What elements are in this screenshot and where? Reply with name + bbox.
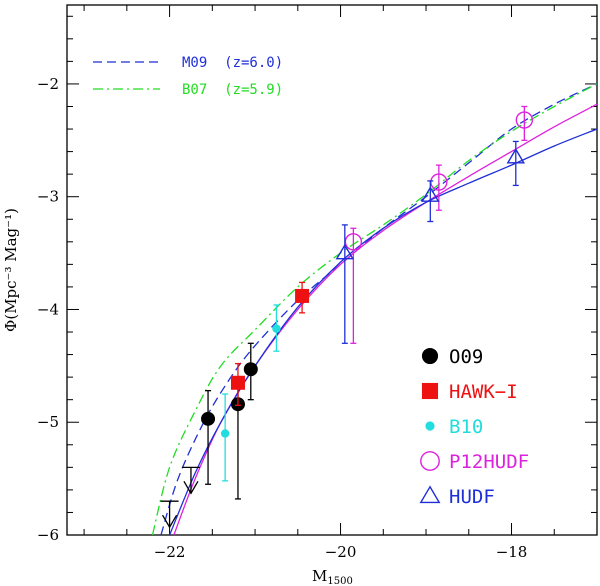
point-p12hudf (515, 111, 534, 129)
y-tick-label: −2 (37, 75, 59, 93)
axis-ticks: −22 −20 −18 −6 −5 −4 −3 −2 (37, 5, 598, 561)
curve-m09 (160, 83, 598, 536)
legend-marker-label: P12HUDF (449, 451, 529, 473)
legend-marker (421, 347, 439, 365)
point-hudf (335, 243, 355, 260)
plot-frame (66, 4, 598, 536)
point-hudf (506, 147, 526, 164)
legend-marker (420, 451, 440, 471)
model-curves (151, 83, 598, 536)
x-axis-label-sub: 1500 (327, 576, 352, 586)
point-hawk-i (295, 288, 310, 303)
legend-marker-label: HUDF (449, 486, 495, 508)
curve-hudf-fit (169, 128, 598, 536)
point-hudf (421, 186, 440, 202)
data-points (160, 105, 534, 529)
x-axis-label: M1500 (312, 567, 353, 586)
point-o09 (201, 411, 216, 426)
x-axis-label-main: M (312, 567, 327, 585)
point-hawk-i (230, 375, 245, 390)
legend-marker-label: O09 (449, 346, 483, 368)
point-b10 (220, 429, 230, 438)
upper-limit-arrowhead (162, 514, 178, 529)
legend-marker-label: B10 (449, 416, 483, 438)
y-tick-label: −6 (37, 526, 59, 544)
legend-marker (425, 421, 435, 431)
legend-marker-label: HAWK−I (449, 381, 518, 403)
legend-marker (419, 485, 441, 504)
legend: M09 (z=6.0) B07 (z=5.9) O09 HAWK−I B10 P12HUD… (93, 55, 529, 508)
y-axis-label: Φ(Mpc⁻³ Mag⁻¹) (2, 208, 20, 332)
legend-marker (421, 382, 439, 400)
x-tick-label: −18 (496, 543, 528, 561)
point-b10 (272, 324, 281, 333)
curve-b07 (151, 83, 598, 536)
y-tick-label: −5 (37, 413, 59, 431)
x-tick-label: −22 (154, 543, 186, 561)
x-tick-label: −20 (325, 543, 357, 561)
legend-curve-label: B07 (z=5.9) (182, 82, 283, 98)
point-o09 (243, 362, 258, 377)
y-tick-label: −3 (37, 188, 59, 206)
y-tick-label: −4 (37, 300, 59, 318)
upper-limit-arrowhead (183, 481, 199, 495)
legend-curve-label: M09 (z=6.0) (182, 55, 283, 71)
